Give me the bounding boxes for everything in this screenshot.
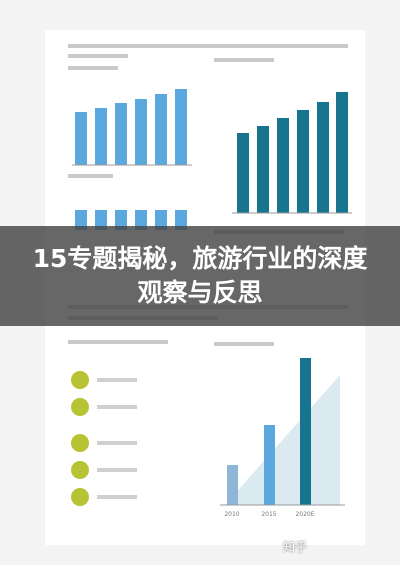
area	[225, 375, 340, 505]
title: 15专题揭秘，旅游行业的深度观察与反思	[32, 244, 368, 307]
bar-chart-middle-left	[75, 210, 187, 230]
icons	[71, 371, 89, 506]
bar-chart-top-right	[237, 92, 348, 213]
bar	[300, 358, 311, 505]
year-label: 2020E	[295, 511, 314, 518]
title-banner: 15专题揭秘，旅游行业的深度观察与反思	[0, 226, 400, 326]
year-label: 2010	[224, 511, 239, 518]
year-label: 2015	[261, 511, 276, 518]
bar	[227, 465, 238, 505]
bar-chart-top-left	[75, 89, 187, 165]
bar	[264, 425, 275, 505]
icon-text	[97, 378, 137, 499]
watermark: 知乎	[283, 540, 308, 554]
